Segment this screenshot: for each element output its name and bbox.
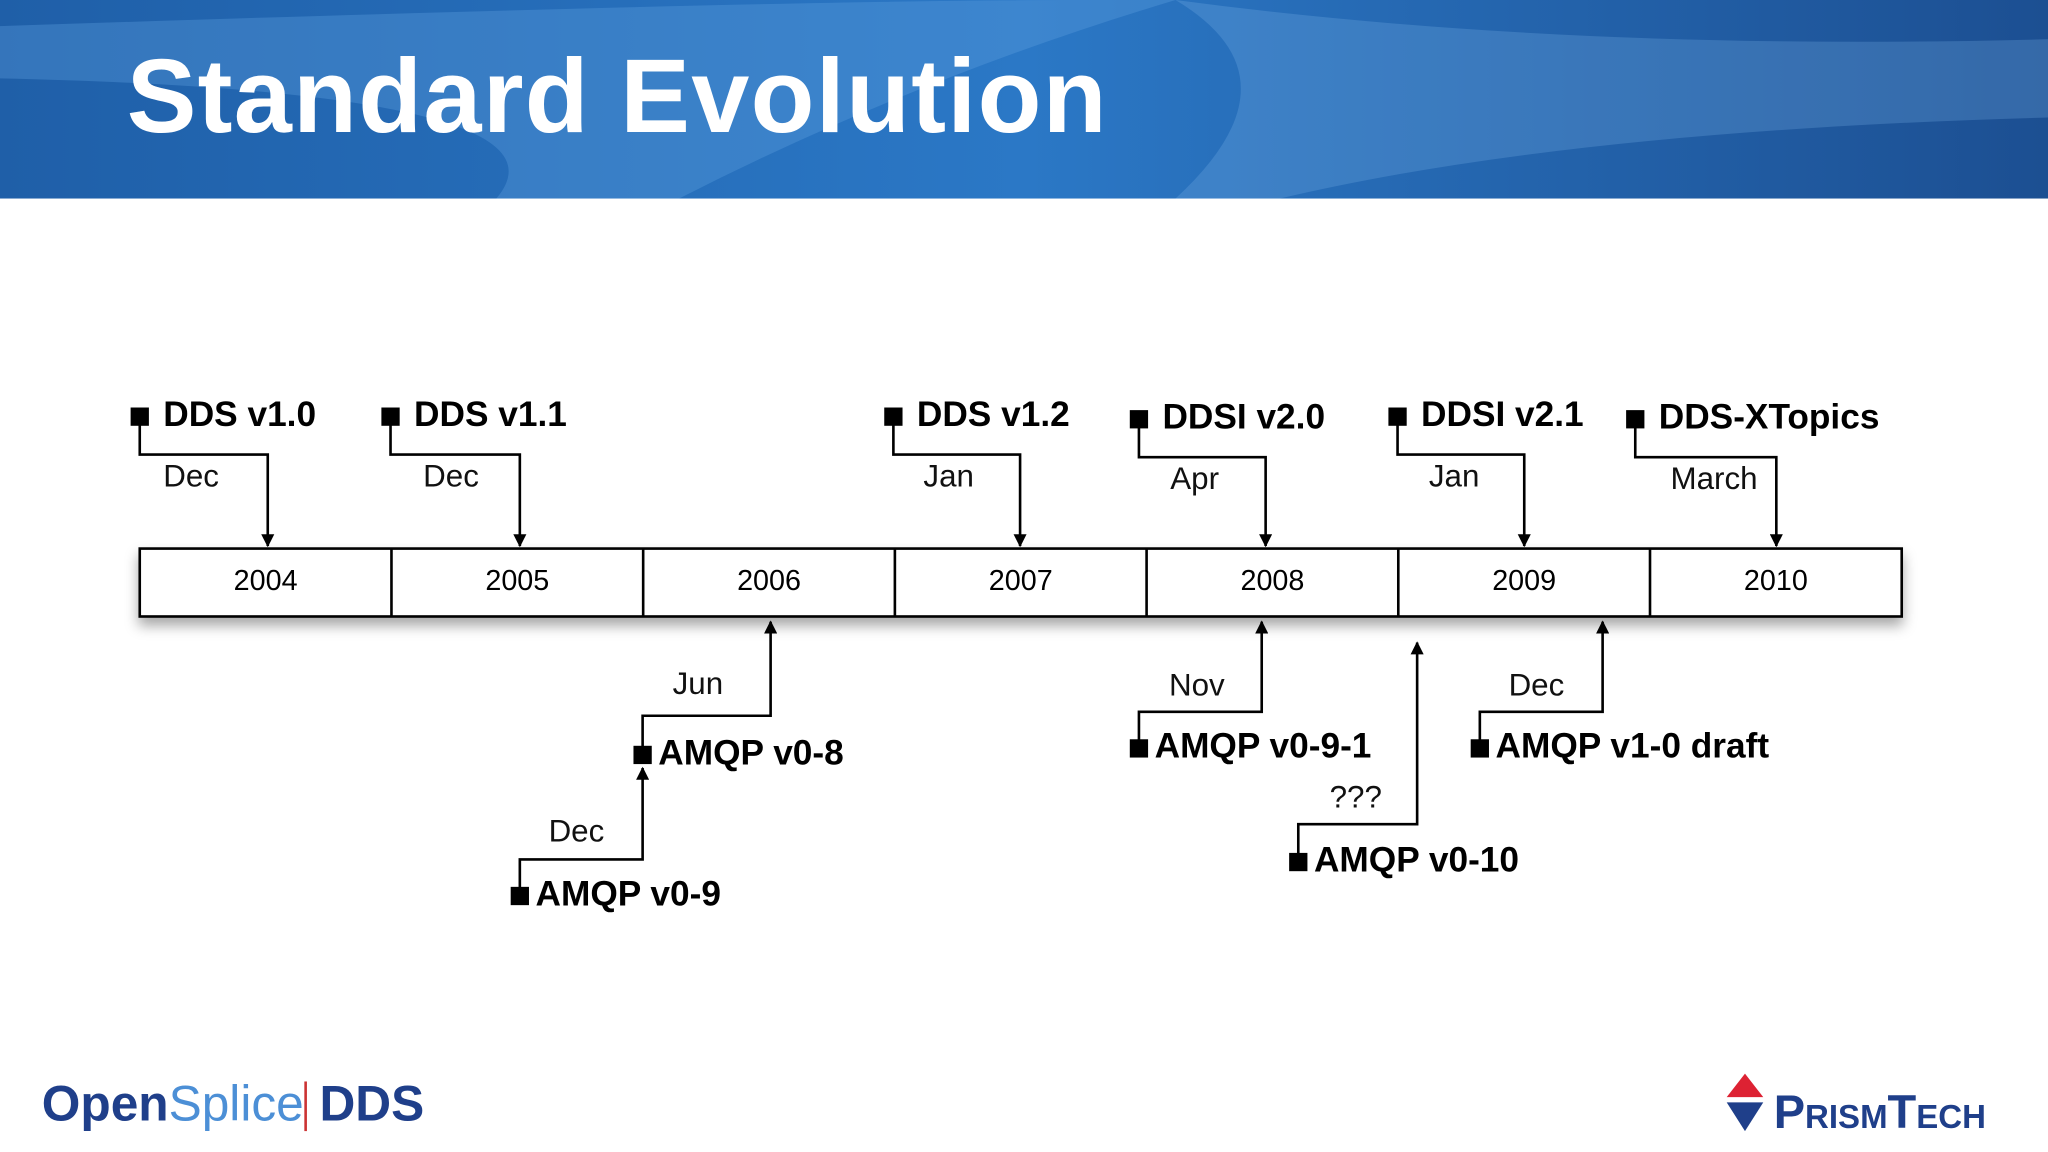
timeline: 2004 2005 2006 2007 2008 2009 2010 xyxy=(138,547,1904,618)
connector xyxy=(1633,419,1783,548)
connector xyxy=(641,620,778,755)
event-marker xyxy=(130,407,149,426)
event-month: Dec xyxy=(549,814,605,849)
event-marker xyxy=(510,886,529,906)
event-marker xyxy=(633,745,652,765)
connector xyxy=(389,416,527,548)
event-marker xyxy=(1388,407,1407,426)
logo-dds: DDS xyxy=(319,1076,424,1132)
event-label: AMQP v0-10 xyxy=(1314,840,1519,879)
year-label: 2008 xyxy=(1240,565,1304,597)
header: Standard Evolution xyxy=(0,0,2048,199)
year-label: 2009 xyxy=(1492,565,1556,597)
events: DDS v1.0 Dec DDS v1.1 Dec DDS v1.2 Jan DDSI v2… xyxy=(130,395,1880,913)
event-label: DDS v1.1 xyxy=(414,395,567,434)
title: Standard Evolution xyxy=(127,38,1108,155)
year-label: 2007 xyxy=(989,565,1053,597)
prismtech-icon-bottom xyxy=(1726,1102,1764,1132)
event-marker xyxy=(1626,410,1645,429)
logo-splice: Splice xyxy=(169,1076,304,1132)
connector xyxy=(1396,416,1531,548)
prismtech-logo: PrismTech xyxy=(1774,1085,1986,1138)
event-label: AMQP v1-0 draft xyxy=(1496,727,1770,766)
footer: OpenSplice DDS PrismTech xyxy=(42,1073,1986,1138)
event-label: AMQP v0-9 xyxy=(536,874,721,913)
year-label: 2004 xyxy=(234,565,298,597)
event-label: DDS-XTopics xyxy=(1659,398,1880,437)
connector xyxy=(138,416,275,548)
event-month: March xyxy=(1671,461,1758,496)
year-label: 2005 xyxy=(485,565,549,597)
event-marker xyxy=(1470,739,1489,758)
event-month: Dec xyxy=(423,458,479,493)
connector xyxy=(518,766,650,896)
event-marker xyxy=(381,407,400,426)
event-month: Jan xyxy=(923,458,974,493)
connector xyxy=(1478,620,1610,749)
year-label: 2010 xyxy=(1744,565,1808,597)
timeline-box xyxy=(138,547,1904,618)
event-label: DDS v1.0 xyxy=(163,395,316,434)
opensplice-logo: OpenSplice DDS xyxy=(42,1076,424,1132)
connector xyxy=(1296,641,1424,863)
event-label: DDS v1.2 xyxy=(917,395,1070,434)
event-marker xyxy=(884,407,903,426)
event-marker xyxy=(1129,410,1149,429)
event-month: Dec xyxy=(1509,667,1565,702)
event-label: DDSI v2.1 xyxy=(1421,395,1584,434)
event-month: Jan xyxy=(1429,458,1480,493)
event-month: ??? xyxy=(1330,780,1382,815)
header-streak xyxy=(0,0,1176,199)
header-streak xyxy=(1175,0,2048,199)
connector xyxy=(1137,620,1269,749)
connector xyxy=(1137,419,1273,548)
logo-open: Open xyxy=(42,1076,169,1132)
event-marker xyxy=(1289,852,1308,872)
prismtech-icon-top xyxy=(1726,1073,1764,1098)
event-month: Nov xyxy=(1169,667,1225,702)
event-marker xyxy=(1129,739,1149,758)
event-label: DDSI v2.0 xyxy=(1162,398,1325,437)
event-month: Apr xyxy=(1170,461,1219,496)
event-label: AMQP v0-8 xyxy=(658,733,843,772)
event-label: AMQP v0-9-1 xyxy=(1155,727,1372,766)
year-label: 2006 xyxy=(737,565,801,597)
connector xyxy=(892,416,1027,548)
event-month: Jun xyxy=(673,666,724,701)
header-band xyxy=(0,0,2048,199)
event-month: Dec xyxy=(163,458,219,493)
